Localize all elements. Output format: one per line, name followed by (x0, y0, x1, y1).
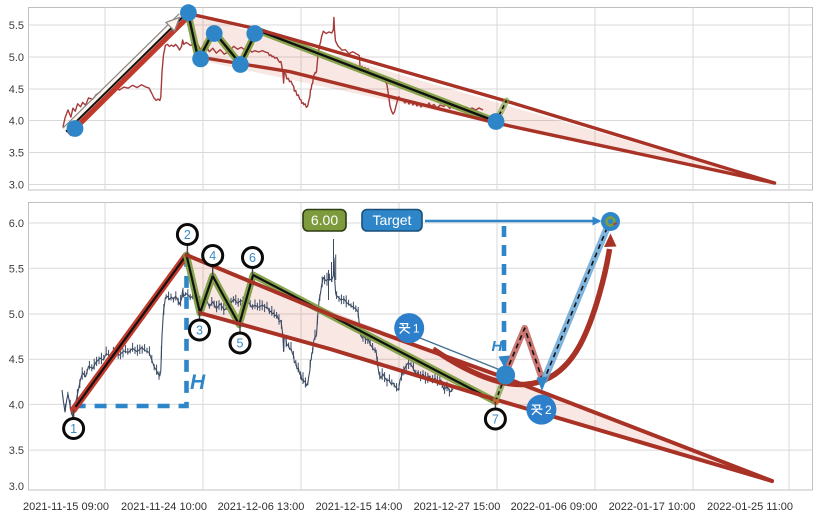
svg-text:4: 4 (209, 249, 216, 263)
svg-text:2022-01-06 09:00: 2022-01-06 09:00 (511, 501, 598, 513)
svg-text:7: 7 (492, 413, 499, 427)
svg-text:5.5: 5.5 (9, 263, 24, 275)
svg-text:1: 1 (413, 322, 420, 336)
svg-text:6.0: 6.0 (9, 218, 24, 230)
svg-text:Target: Target (373, 212, 412, 228)
svg-text:3.0: 3.0 (9, 180, 24, 192)
svg-text:2: 2 (545, 403, 552, 417)
svg-text:3.5: 3.5 (9, 148, 24, 160)
svg-text:2021-11-15 09:00: 2021-11-15 09:00 (23, 501, 109, 513)
svg-text:4.0: 4.0 (9, 116, 24, 128)
svg-text:6: 6 (249, 251, 256, 265)
svg-text:4.0: 4.0 (9, 399, 24, 411)
svg-text:5: 5 (237, 337, 244, 351)
svg-text:5.5: 5.5 (9, 20, 24, 32)
svg-text:2021-12-27 15:00: 2021-12-27 15:00 (414, 501, 501, 513)
svg-text:3.5: 3.5 (9, 445, 24, 457)
svg-text:1: 1 (70, 422, 77, 436)
svg-text:6.00: 6.00 (311, 212, 338, 228)
svg-text:3.0: 3.0 (9, 481, 24, 493)
svg-text:H: H (190, 371, 206, 394)
svg-text:2021-12-15 14:00: 2021-12-15 14:00 (316, 501, 403, 513)
svg-text:2021-11-24 10:00: 2021-11-24 10:00 (121, 501, 207, 513)
svg-text:5.0: 5.0 (9, 52, 24, 64)
svg-text:4.5: 4.5 (9, 354, 24, 366)
svg-text:H: H (492, 338, 504, 355)
svg-text:4.5: 4.5 (9, 84, 24, 96)
svg-text:3: 3 (196, 324, 203, 338)
svg-text:2022-01-17 10:00: 2022-01-17 10:00 (609, 501, 696, 513)
svg-text:2021-12-06 13:00: 2021-12-06 13:00 (218, 501, 305, 513)
svg-text:5.0: 5.0 (9, 309, 24, 321)
svg-text:2022-01-25 11:00: 2022-01-25 11:00 (707, 501, 793, 513)
svg-text:2: 2 (184, 228, 191, 242)
